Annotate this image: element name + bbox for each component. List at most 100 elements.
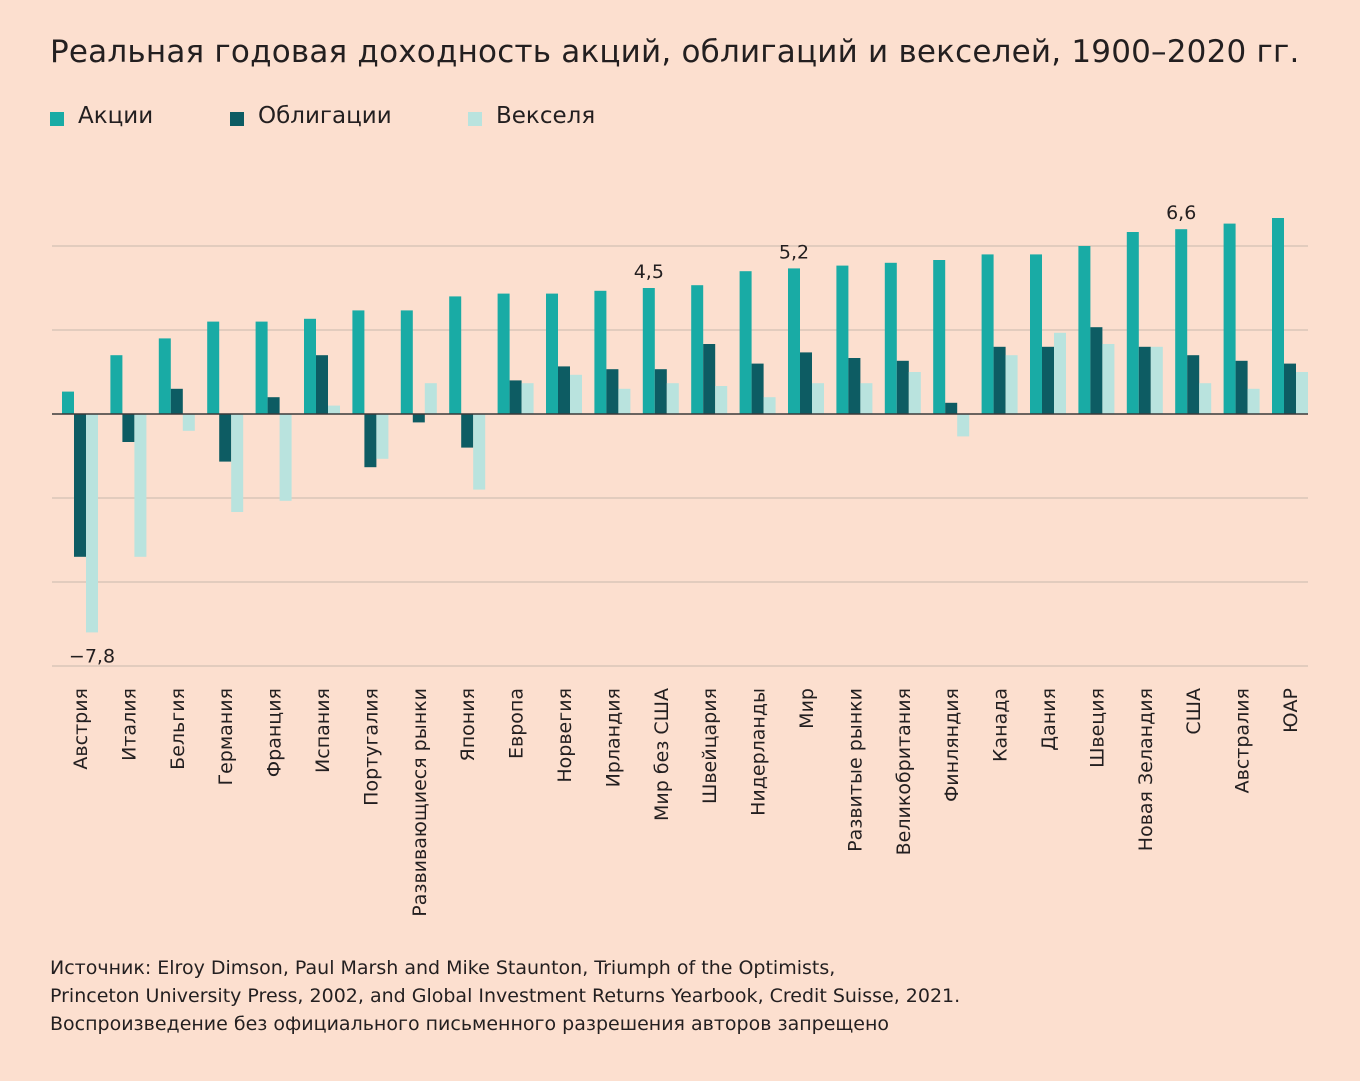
- category-label: Великобритания: [893, 688, 915, 855]
- category-label: Швейцария: [699, 688, 721, 804]
- bar-bonds: [1187, 355, 1200, 414]
- category-label: Канада: [990, 688, 1012, 762]
- bar-bills: [1150, 346, 1163, 414]
- bar-bills: [763, 397, 776, 414]
- bar-bills: [957, 414, 970, 437]
- legend-swatch-bills: [468, 112, 482, 126]
- category-label: Норвегия: [554, 688, 576, 783]
- category-label: Дания: [1038, 688, 1060, 751]
- data-label: 5,2: [779, 241, 809, 263]
- legend-swatch-bonds: [230, 112, 244, 126]
- bar-bills: [1296, 372, 1308, 414]
- legend-label-stocks: Акции: [78, 103, 154, 129]
- bar-bonds: [1235, 360, 1248, 414]
- bar-stocks: [352, 310, 365, 414]
- bar-stocks: [110, 355, 123, 414]
- bar-stocks: [304, 318, 316, 414]
- source-line-1: Источник: Elroy Dimson, Paul Marsh and M…: [50, 957, 836, 979]
- bar-bonds: [1042, 346, 1054, 414]
- bar-bonds: [170, 388, 183, 414]
- bar-stocks: [594, 290, 607, 414]
- bar-bills: [86, 414, 98, 633]
- bar-bills: [570, 374, 582, 414]
- data-label: 4,5: [634, 261, 664, 283]
- source-note: Источник: Elroy Dimson, Paul Marsh and M…: [50, 954, 960, 1038]
- bar-bonds: [461, 414, 474, 448]
- bar-bills: [182, 414, 195, 431]
- category-label: США: [1183, 688, 1205, 735]
- bar-bills: [1054, 332, 1066, 414]
- bar-bills: [279, 414, 292, 501]
- bar-bonds: [1284, 363, 1296, 414]
- legend-label-bills: Векселя: [496, 103, 596, 129]
- bar-bills: [473, 414, 486, 490]
- bar-bonds: [316, 355, 328, 414]
- bar-bills: [134, 414, 147, 557]
- bar-stocks: [1223, 223, 1236, 414]
- bar-stocks: [400, 310, 413, 414]
- bar-stocks: [158, 338, 171, 414]
- bar-bills: [328, 405, 340, 414]
- bar-bills: [715, 386, 728, 414]
- bar-bills: [376, 414, 389, 459]
- category-label: Развивающиеся рынки: [409, 688, 431, 917]
- bar-stocks: [836, 265, 849, 414]
- bar-bonds: [848, 358, 861, 414]
- bar-stocks: [546, 293, 558, 414]
- bar-bonds: [364, 414, 377, 468]
- category-label: Япония: [457, 688, 479, 761]
- category-label: Ирландия: [602, 688, 624, 787]
- bar-stocks: [642, 288, 655, 414]
- bar-bonds: [509, 380, 522, 414]
- category-label: Мир: [796, 688, 818, 729]
- category-label: Развитые рынки: [844, 688, 866, 852]
- bar-stocks: [1175, 229, 1188, 414]
- bar-bonds: [558, 366, 570, 414]
- bar-bonds: [1090, 327, 1103, 414]
- bar-bonds: [654, 369, 667, 414]
- bar-bills: [666, 383, 679, 414]
- bar-stocks: [933, 260, 946, 414]
- bar-bonds: [267, 397, 280, 414]
- category-label: Португалия: [360, 688, 382, 806]
- bar-bonds: [751, 363, 764, 414]
- bar-bills: [860, 383, 873, 414]
- bar-stocks: [62, 391, 74, 414]
- category-label: Бельгия: [167, 688, 189, 770]
- category-label: Нидерланды: [748, 688, 770, 816]
- category-label: Испания: [312, 688, 334, 773]
- bar-bills: [812, 383, 824, 414]
- category-label: Австралия: [1232, 688, 1254, 793]
- bar-bills: [618, 388, 631, 414]
- bar-stocks: [255, 321, 268, 414]
- bar-stocks: [739, 271, 752, 414]
- bar-stocks: [981, 254, 994, 414]
- bar-bills: [521, 383, 534, 414]
- category-label: Мир без США: [651, 688, 673, 821]
- bar-bills: [231, 414, 244, 512]
- bar-bonds: [606, 369, 619, 414]
- category-label: Франция: [264, 688, 286, 777]
- category-label: ЮАР: [1280, 688, 1302, 733]
- legend-label-bonds: Облигации: [258, 103, 392, 129]
- bar-bonds: [993, 346, 1006, 414]
- source-line-2: Princeton University Press, 2002, and Gl…: [50, 985, 961, 1007]
- category-label: Австрия: [70, 688, 92, 770]
- bar-bills: [908, 372, 921, 414]
- bar-stocks: [788, 268, 800, 414]
- bar-chart: Австрия Италия Бельгия Германия Франция Испан…: [52, 202, 1308, 917]
- bar-bills: [1102, 344, 1115, 414]
- bar-stocks: [1078, 246, 1091, 414]
- bar-stocks: [497, 293, 510, 414]
- data-label: 6,6: [1166, 202, 1196, 224]
- bar-bonds: [74, 414, 86, 557]
- bar-bills: [1247, 388, 1260, 414]
- bar-bonds: [219, 414, 232, 462]
- bar-stocks: [691, 285, 704, 414]
- bar-bonds: [412, 414, 425, 423]
- category-label: Новая Зеландия: [1135, 688, 1157, 851]
- bar-bonds: [896, 360, 909, 414]
- bar-bonds: [800, 352, 812, 414]
- bar-stocks: [1272, 218, 1284, 414]
- bar-stocks: [1126, 232, 1139, 414]
